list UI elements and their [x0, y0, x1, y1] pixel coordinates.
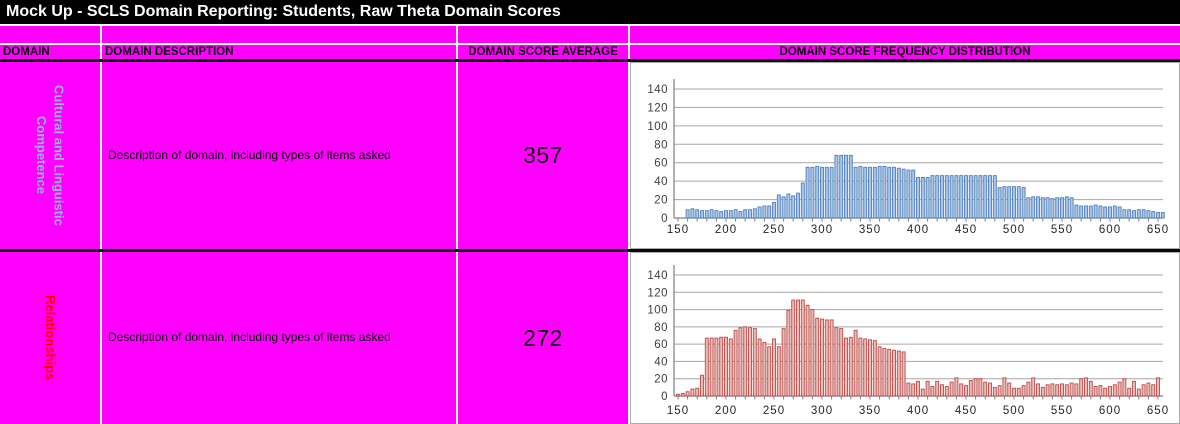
svg-text:200: 200 — [715, 224, 737, 236]
frequency-histogram-row1: 0 20 40 60 80 100 120 140 150 200 250 300 350 400 450 5… — [647, 79, 1169, 236]
svg-text:80: 80 — [654, 139, 668, 151]
svg-text:0: 0 — [661, 213, 668, 225]
svg-text:550: 550 — [1051, 405, 1073, 417]
frequency-histogram-row2: 0 20 40 60 80 100 120 140 150 200 250 300 350 400 450 5… — [647, 265, 1169, 417]
spacer-cell — [458, 26, 628, 43]
svg-text:60: 60 — [654, 158, 668, 170]
svg-text:20: 20 — [654, 374, 668, 386]
average-cell-row2: 272 — [458, 252, 628, 424]
svg-text:20: 20 — [654, 195, 668, 207]
spacer-cell — [630, 26, 1180, 43]
domain-name-vertical: Relationships — [42, 295, 58, 381]
column-header-description: DOMAIN DESCRIPTION — [102, 45, 456, 59]
domain-description-text: Description of domain, including types o… — [108, 330, 391, 345]
svg-text:250: 250 — [763, 405, 785, 417]
svg-text:250: 250 — [763, 224, 785, 236]
svg-text:500: 500 — [1003, 224, 1025, 236]
svg-text:40: 40 — [654, 176, 668, 188]
svg-text:0: 0 — [661, 391, 668, 403]
svg-text:350: 350 — [859, 405, 881, 417]
row-divider — [0, 249, 1180, 252]
svg-text:450: 450 — [955, 224, 977, 236]
svg-text:200: 200 — [715, 405, 737, 417]
svg-text:100: 100 — [647, 305, 668, 317]
svg-text:140: 140 — [647, 84, 668, 96]
average-cell-row1: 357 — [458, 62, 628, 249]
svg-text:600: 600 — [1099, 405, 1121, 417]
svg-text:60: 60 — [654, 339, 668, 351]
domain-description-text: Description of domain, including types o… — [108, 147, 391, 162]
frequency-chart-row1: 0 20 40 60 80 100 120 140 150 200 250 300 350 400 450 5… — [630, 62, 1180, 249]
description-cell-row1: Description of domain, including types o… — [102, 62, 456, 249]
description-cell-row2: Description of domain, including types o… — [102, 252, 456, 424]
svg-text:400: 400 — [907, 405, 929, 417]
svg-text:400: 400 — [907, 224, 929, 236]
column-header-domain: DOMAIN — [0, 45, 100, 59]
svg-text:350: 350 — [859, 224, 881, 236]
spacer-cell — [102, 26, 456, 43]
svg-text:450: 450 — [955, 405, 977, 417]
svg-text:100: 100 — [647, 121, 668, 133]
svg-text:140: 140 — [647, 270, 668, 282]
page-title: Mock Up - SCLS Domain Reporting: Student… — [0, 0, 1180, 24]
svg-text:600: 600 — [1099, 224, 1121, 236]
svg-text:300: 300 — [811, 224, 833, 236]
svg-text:300: 300 — [811, 405, 833, 417]
spacer-cell — [0, 26, 100, 43]
domain-score-average-value: 272 — [523, 324, 563, 351]
column-header-distribution: DOMAIN SCORE FREQUENCY DISTRIBUTION — [630, 45, 1180, 59]
domain-cell-row1: Cultural and Linguistic Competence — [0, 62, 100, 249]
svg-text:500: 500 — [1003, 405, 1025, 417]
svg-text:150: 150 — [667, 405, 689, 417]
svg-text:650: 650 — [1147, 405, 1169, 417]
header-divider — [0, 59, 1180, 62]
domain-name-vertical: Cultural and Linguistic Competence — [34, 85, 67, 226]
column-header-average: DOMAIN SCORE AVERAGE — [458, 45, 628, 59]
svg-text:550: 550 — [1051, 224, 1073, 236]
svg-text:120: 120 — [647, 102, 668, 114]
svg-text:80: 80 — [654, 322, 668, 334]
svg-text:120: 120 — [647, 287, 668, 299]
frequency-chart-row2: 0 20 40 60 80 100 120 140 150 200 250 300 350 400 450 5… — [630, 252, 1180, 424]
svg-text:150: 150 — [667, 224, 689, 236]
domain-cell-row2: Relationships — [0, 252, 100, 424]
svg-text:650: 650 — [1147, 224, 1169, 236]
svg-text:40: 40 — [654, 356, 668, 368]
domain-score-average-value: 357 — [523, 142, 563, 168]
